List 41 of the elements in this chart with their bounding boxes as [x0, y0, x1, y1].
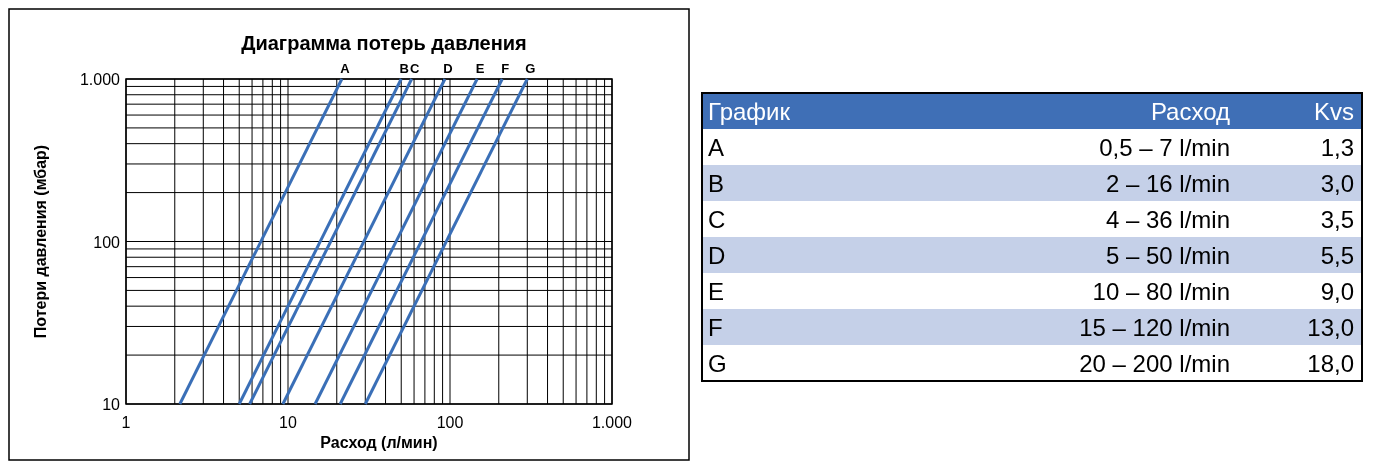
y-tick-label: 10: [102, 396, 121, 413]
text: C: [708, 206, 726, 233]
y-tick-label: 1.000: [79, 71, 121, 88]
x-tick-label: 1.000: [591, 414, 633, 431]
text: График: [708, 98, 791, 125]
text: Расход: [1150, 98, 1230, 125]
series-label: B: [399, 61, 409, 76]
series-label: D: [443, 61, 453, 76]
series-label: F: [501, 61, 510, 76]
text: 5,5: [1320, 242, 1354, 269]
text: 2 – 16 l/min: [1105, 170, 1230, 197]
text: Kvs: [1313, 98, 1354, 125]
series-label: A: [340, 61, 351, 76]
text: 1,3: [1320, 134, 1354, 161]
text: 20 – 200 l/min: [1079, 350, 1230, 377]
text: B: [708, 170, 725, 197]
x-tick-label: 100: [436, 414, 464, 431]
x-tick-label: 10: [279, 414, 297, 431]
y-tick-label: 100: [93, 233, 121, 251]
text: 15 – 120 l/min: [1079, 314, 1230, 341]
text: F: [708, 314, 723, 341]
text: 10 – 80 l/min: [1092, 278, 1230, 305]
text: E: [708, 278, 725, 305]
text: 9,0: [1320, 278, 1354, 305]
text: 3,0: [1320, 170, 1354, 197]
x-axis-title: Расход (л/мин): [320, 434, 438, 451]
series-label: G: [525, 61, 536, 76]
series-label: C: [409, 61, 420, 76]
text: 18,0: [1307, 350, 1354, 377]
series-label: E: [475, 61, 485, 76]
text: 5 – 50 l/min: [1105, 242, 1230, 269]
text: 3,5: [1320, 206, 1354, 233]
text: D: [708, 242, 726, 269]
text: A: [708, 134, 725, 161]
text: 13,0: [1307, 314, 1354, 341]
x-tick-label: 1: [121, 414, 131, 431]
chart-title: Диаграмма потерь давления: [241, 32, 527, 54]
text: G: [708, 350, 727, 377]
text: 4 – 36 l/min: [1105, 206, 1230, 233]
y-axis-title: Потери давления (мбар): [32, 144, 49, 339]
text: 0,5 – 7 l/min: [1099, 134, 1230, 161]
